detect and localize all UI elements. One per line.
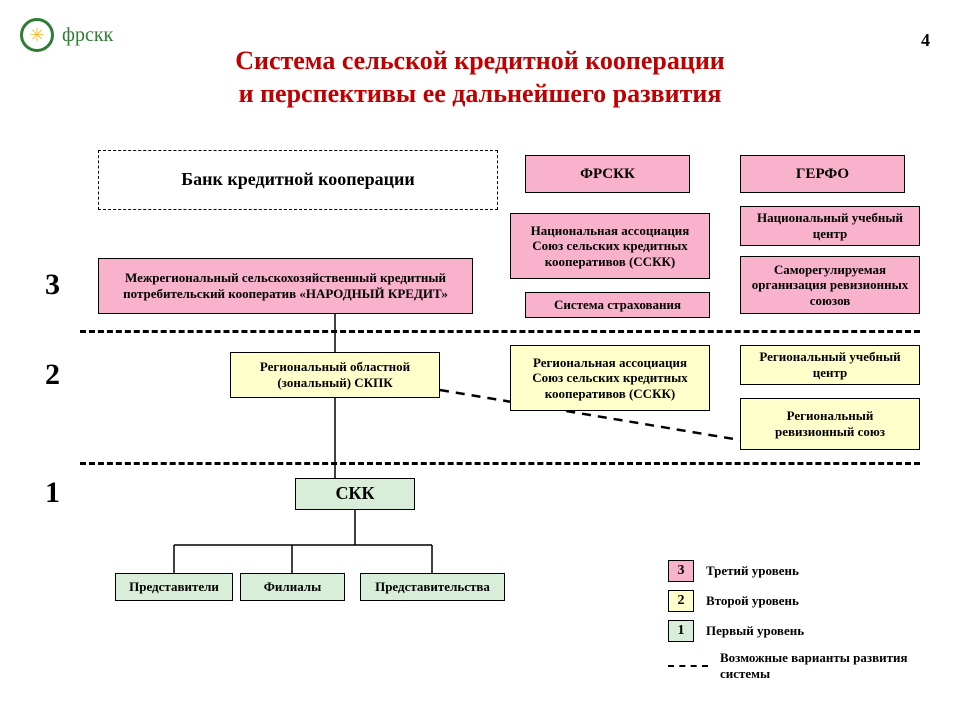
box-offices: Представительства — [360, 573, 505, 601]
box-narodny: Межрегиональный сельскохозяйственный кре… — [98, 258, 473, 314]
legend-label-dash: Возможные варианты развития системы — [720, 650, 920, 682]
box-insurance: Система страхования — [525, 292, 710, 318]
legend-label-2: Второй уровень — [706, 593, 799, 609]
divider-0 — [80, 330, 920, 333]
level-label-3: 3 — [45, 268, 60, 302]
box-selfreg: Саморегулируемая организация ревизионных… — [740, 256, 920, 314]
box-reg_revision: Региональный ревизионный союз — [740, 398, 920, 450]
legend-row-1: 1 Первый уровень — [668, 620, 920, 642]
box-repr: Представители — [115, 573, 233, 601]
box-bank: Банк кредитной кооперации — [98, 150, 498, 210]
level-label-2: 2 — [45, 358, 60, 392]
legend-box-2: 2 — [668, 590, 694, 612]
title-line-1: Система сельской кредитной кооперации — [235, 46, 725, 75]
box-reg_center: Региональный учебный центр — [740, 345, 920, 385]
title-line-2: и перспективы ее дальнейшего развития — [239, 79, 722, 108]
divider-1 — [80, 462, 920, 465]
box-branches: Филиалы — [240, 573, 345, 601]
box-frskk: ФРСКК — [525, 155, 690, 193]
box-nat_assoc: Национальная ассоциация Союз сельских кр… — [510, 213, 710, 279]
legend-label-1: Первый уровень — [706, 623, 804, 639]
legend-row-3: 3 Третий уровень — [668, 560, 920, 582]
legend-label-3: Третий уровень — [706, 563, 799, 579]
level-label-1: 1 — [45, 476, 60, 510]
box-skk: СКК — [295, 478, 415, 510]
box-nat_center: Национальный учебный центр — [740, 206, 920, 246]
legend-box-3: 3 — [668, 560, 694, 582]
legend-row-2: 2 Второй уровень — [668, 590, 920, 612]
logo-text: фрскк — [62, 24, 113, 47]
box-regional_skpk: Региональный областной (зональный) СКПК — [230, 352, 440, 398]
legend-box-1: 1 — [668, 620, 694, 642]
box-gerfo: ГЕРФО — [740, 155, 905, 193]
box-reg_assoc: Региональная ассоциация Союз сельских кр… — [510, 345, 710, 411]
legend: 3 Третий уровень 2 Второй уровень 1 Перв… — [668, 560, 920, 690]
legend-row-dash: Возможные варианты развития системы — [668, 650, 920, 682]
slide-title: Система сельской кредитной кооперации и … — [0, 45, 960, 110]
legend-dash-icon — [668, 665, 708, 667]
